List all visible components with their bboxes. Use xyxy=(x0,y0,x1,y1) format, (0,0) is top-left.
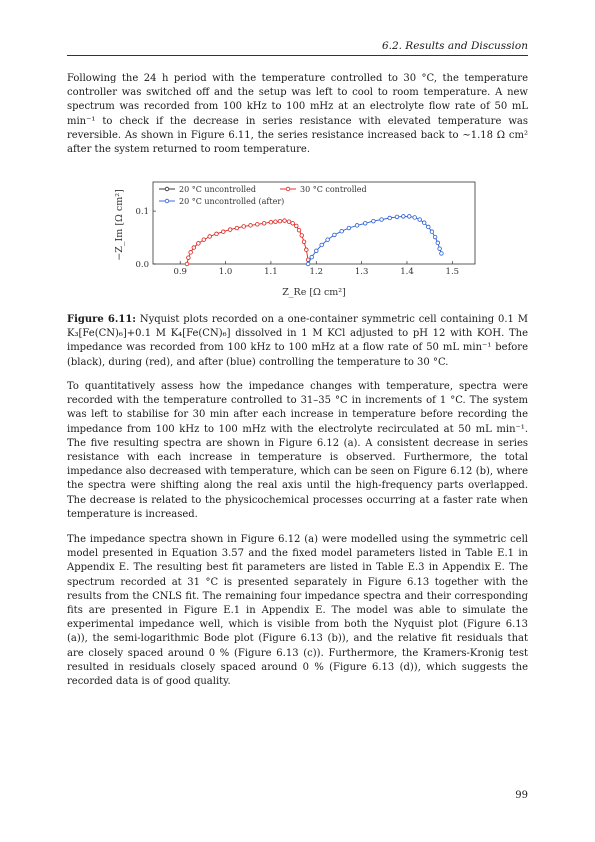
data-point xyxy=(371,218,376,224)
x-axis-label: Z_Re [Ω cm²] xyxy=(282,287,346,298)
data-point xyxy=(241,224,246,229)
x-tick-label: 1.5 xyxy=(446,267,460,277)
data-point xyxy=(248,223,253,228)
series-line xyxy=(186,220,309,265)
legend-swatch-marker xyxy=(164,198,170,204)
x-tick-label: 1.3 xyxy=(355,267,369,277)
data-point xyxy=(346,225,352,231)
data-point xyxy=(299,233,304,238)
paragraph-3: The impedance spectra shown in Figure 6.… xyxy=(67,534,528,688)
data-point xyxy=(314,248,319,253)
figure-caption: Figure 6.11: Nyquist plots recorded on a… xyxy=(67,313,528,370)
y-tick-label: 0.1 xyxy=(135,207,149,217)
data-point xyxy=(379,217,384,222)
data-point xyxy=(282,218,287,223)
paragraph-2: To quantitatively assess how the impedan… xyxy=(67,381,528,520)
data-point xyxy=(339,229,344,234)
data-point xyxy=(394,214,400,220)
header-rule xyxy=(67,55,528,56)
running-header: 6.2. Results and Discussion xyxy=(67,40,528,54)
legend: 20 °C uncontrolled 20 °C uncontrolled (af… xyxy=(159,185,367,206)
data-point xyxy=(437,246,442,251)
x-tick-label: 1.0 xyxy=(219,267,233,277)
data-point xyxy=(422,220,427,225)
paragraph-1: Following the 24 h period with the tempe… xyxy=(67,73,528,156)
nyquist-figure: 0.9 1.0 1.1 1.2 1.3 1.4 1.5 0.0 0.1 20 °C uncon… xyxy=(114,181,476,298)
data-point xyxy=(435,240,441,246)
y-ticks: 0.0 0.1 xyxy=(135,207,156,270)
y-tick-label: 0.0 xyxy=(135,260,149,270)
data-point xyxy=(188,250,193,255)
caption-text: Nyquist plots recorded on a one-containe… xyxy=(67,314,528,368)
data-point xyxy=(290,221,295,226)
data-point xyxy=(286,219,292,224)
data-point xyxy=(439,251,444,256)
section-title: 6.2. Results and Discussion xyxy=(381,40,528,52)
data-point xyxy=(261,221,267,226)
plot-frame xyxy=(152,181,476,265)
data-point xyxy=(412,215,417,220)
data-point xyxy=(221,229,226,234)
x-tick-label: 1.2 xyxy=(310,267,324,277)
data-point xyxy=(309,254,314,260)
data-point xyxy=(417,217,422,222)
data-point xyxy=(387,215,392,221)
data-point xyxy=(184,261,190,267)
data-point xyxy=(332,232,337,238)
data-point xyxy=(363,221,368,226)
data-point xyxy=(301,239,307,244)
data-point xyxy=(277,218,283,224)
page-number: 99 xyxy=(515,790,528,801)
data-point xyxy=(432,234,438,240)
data-point xyxy=(191,245,197,250)
caption-label: Figure 6.11: xyxy=(67,314,136,325)
y-axis-label: −Z_Im [Ω cm²] xyxy=(114,189,125,261)
legend-entry: 20 °C uncontrolled (after) xyxy=(179,197,284,206)
legend-entry: 30 °C controlled xyxy=(300,185,367,194)
data-point xyxy=(196,241,201,246)
data-point xyxy=(319,242,324,248)
data-point xyxy=(354,223,360,228)
data-point xyxy=(255,222,260,227)
data-point xyxy=(305,261,311,267)
data-point xyxy=(407,214,412,219)
data-point xyxy=(304,247,309,252)
x-tick-label: 1.1 xyxy=(264,267,278,277)
legend-entry: 20 °C uncontrolled xyxy=(179,185,256,194)
x-ticks: 0.9 1.0 1.1 1.2 1.3 1.4 1.5 xyxy=(173,261,459,277)
legend-swatch-marker xyxy=(285,186,291,192)
series-layer xyxy=(184,214,444,267)
x-tick-label: 1.4 xyxy=(400,267,414,277)
data-point xyxy=(426,224,431,230)
data-point xyxy=(325,237,330,242)
data-point xyxy=(214,231,219,237)
data-point xyxy=(227,227,233,232)
legend-swatch-marker xyxy=(164,186,170,192)
data-point xyxy=(234,225,240,231)
data-point xyxy=(429,229,435,234)
data-point xyxy=(401,214,406,219)
x-tick-label: 0.9 xyxy=(173,267,187,277)
data-point xyxy=(207,234,212,239)
data-point xyxy=(186,255,191,260)
data-point xyxy=(201,237,206,242)
data-point xyxy=(273,219,278,224)
data-point xyxy=(294,223,299,229)
data-point xyxy=(268,220,274,225)
data-point xyxy=(296,227,302,233)
